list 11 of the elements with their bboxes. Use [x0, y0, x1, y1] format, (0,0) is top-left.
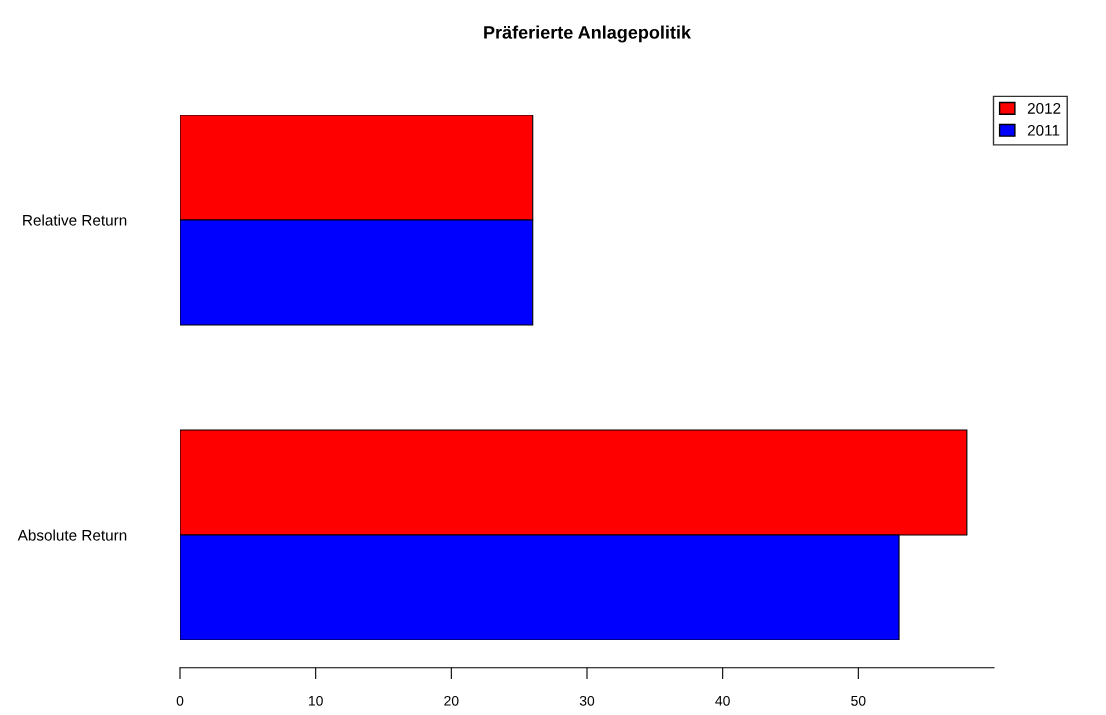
- x-tick-label: 40: [715, 695, 730, 706]
- x-tick-label: 30: [579, 695, 595, 706]
- y-tick-label: Absolute Return: [17, 529, 127, 541]
- x-tick-label: 0: [176, 695, 184, 706]
- chart-title: Präferierte Anlagepolitik: [484, 25, 692, 43]
- x-tick-label: 50: [851, 695, 866, 706]
- x-tick-label: 10: [309, 695, 323, 706]
- legend-label: 2011: [1027, 124, 1060, 136]
- x-tick-label: 20: [444, 695, 459, 706]
- y-tick-label: Relative Return: [23, 214, 127, 226]
- legend-label: 2012: [1027, 102, 1061, 114]
